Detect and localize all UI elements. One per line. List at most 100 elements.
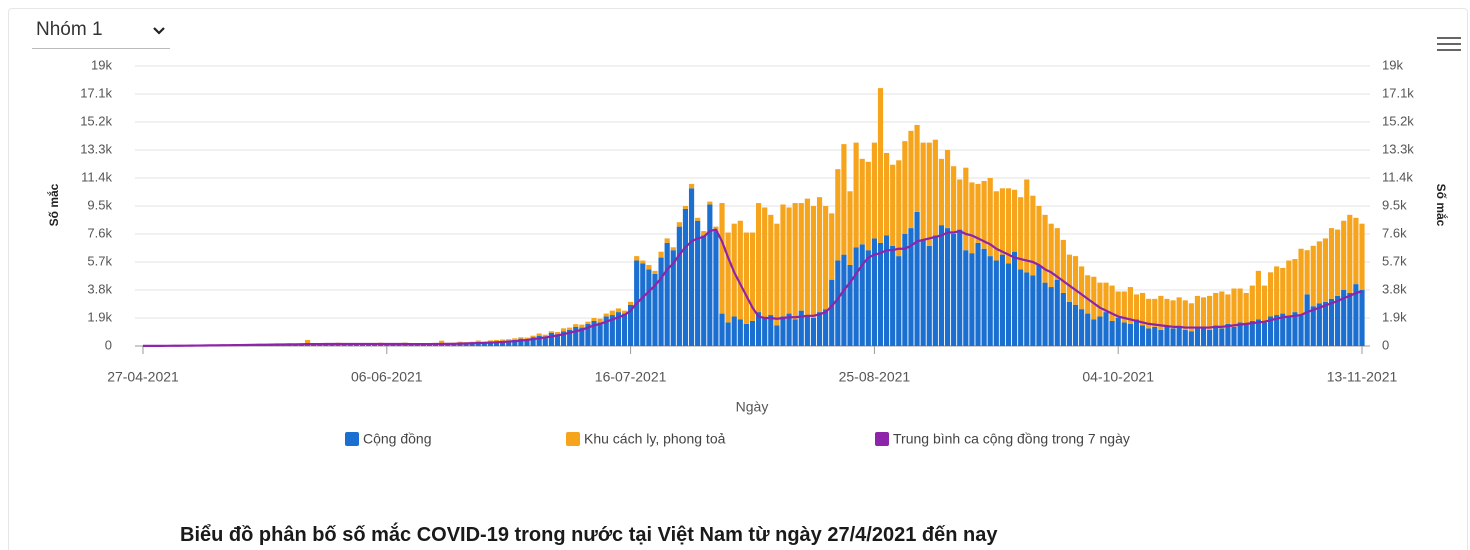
bar — [829, 279, 835, 346]
y-tick-label: 9.5k — [87, 197, 112, 212]
bar — [1011, 189, 1018, 252]
bar — [749, 320, 756, 346]
bar — [743, 232, 749, 324]
bar — [877, 88, 884, 243]
bar — [457, 341, 463, 344]
bar — [414, 344, 420, 346]
bar — [1091, 276, 1097, 320]
bar — [756, 203, 762, 313]
bar — [1152, 326, 1158, 346]
bar — [1310, 306, 1316, 346]
bar — [579, 324, 585, 328]
bar — [1103, 312, 1109, 346]
y2-tick-label: 7.6k — [1382, 225, 1407, 240]
bar — [1121, 322, 1127, 346]
bar — [1237, 288, 1243, 323]
legend-swatch — [875, 432, 889, 446]
bar — [1328, 228, 1335, 299]
x-tick-label: 06-06-2021 — [351, 369, 423, 385]
bar — [993, 191, 999, 261]
y2-tick-label: 15.2k — [1382, 113, 1414, 128]
bar — [1036, 264, 1042, 346]
bar — [1158, 295, 1164, 330]
bar — [792, 319, 798, 346]
bar — [1164, 325, 1170, 346]
bar — [957, 229, 963, 346]
bar — [1194, 295, 1201, 329]
bar — [719, 313, 725, 346]
legend-label: Cộng đồng — [363, 431, 432, 447]
bar — [1298, 315, 1304, 346]
bar — [914, 211, 920, 346]
bar — [816, 197, 823, 313]
y2-axis-title: Số mắc — [1434, 184, 1449, 227]
bar — [1194, 328, 1201, 346]
bar — [1347, 292, 1353, 346]
bar — [1018, 269, 1024, 346]
bar — [792, 203, 798, 320]
bar — [1152, 298, 1158, 327]
bar — [1316, 241, 1322, 304]
bar — [835, 260, 841, 346]
bar — [1341, 220, 1347, 290]
bar — [847, 264, 853, 346]
bar — [1322, 301, 1329, 346]
group-dropdown[interactable]: Nhóm 1 — [32, 16, 170, 49]
bar — [615, 312, 622, 346]
bar — [439, 340, 445, 344]
bar — [1182, 329, 1188, 346]
bar — [719, 203, 725, 314]
bar — [951, 234, 957, 346]
bar — [768, 214, 774, 316]
bar — [1139, 292, 1146, 326]
bar — [1207, 329, 1213, 346]
bar — [1249, 320, 1255, 346]
bar — [640, 263, 646, 346]
bar — [1304, 250, 1310, 295]
bar — [1274, 266, 1280, 316]
bar — [737, 319, 743, 346]
bar — [1005, 188, 1012, 264]
bar — [1060, 239, 1066, 293]
bar — [938, 225, 945, 346]
bar — [890, 164, 896, 246]
bar — [823, 206, 829, 310]
bar — [1353, 284, 1359, 346]
bar — [1225, 294, 1231, 324]
bar — [1200, 297, 1207, 327]
bar — [1024, 272, 1030, 346]
bar — [969, 253, 975, 346]
y2-tick-label: 19k — [1382, 57, 1403, 72]
bar — [957, 179, 963, 230]
bar — [1176, 326, 1182, 346]
bar — [883, 235, 890, 346]
bar — [621, 310, 628, 314]
menu-button[interactable] — [1436, 36, 1462, 54]
bar — [548, 331, 554, 333]
bar — [646, 264, 652, 270]
bar — [1085, 313, 1091, 346]
bar — [585, 321, 591, 324]
bar — [1231, 326, 1237, 346]
bar — [323, 344, 329, 346]
bar — [1298, 248, 1304, 316]
bar — [890, 245, 896, 346]
y-tick-label: 11.4k — [81, 169, 112, 184]
bar — [1219, 291, 1225, 329]
bar — [1127, 287, 1133, 324]
bar — [713, 231, 719, 346]
bar — [615, 308, 622, 313]
bar — [1274, 315, 1280, 346]
bar — [847, 191, 853, 265]
bar — [1261, 285, 1268, 323]
bar — [609, 315, 615, 346]
bar — [804, 198, 810, 317]
bar — [841, 144, 847, 255]
bar — [1267, 316, 1274, 346]
bar — [835, 169, 841, 261]
bar — [762, 207, 768, 318]
bar — [481, 343, 487, 346]
bar — [500, 340, 506, 346]
bar — [883, 152, 890, 236]
bar — [682, 208, 689, 346]
